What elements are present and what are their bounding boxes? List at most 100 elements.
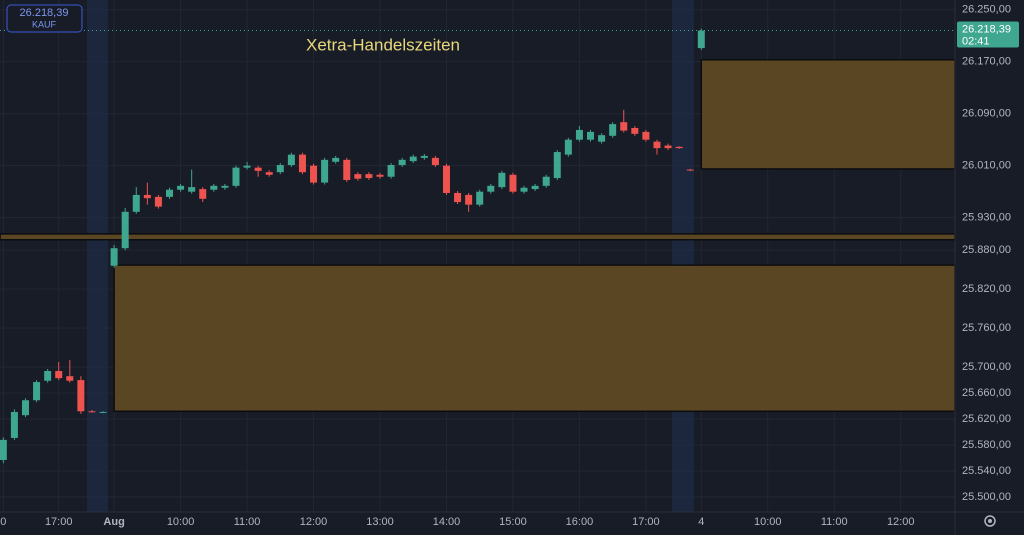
candle-body — [55, 371, 63, 379]
candle-body — [10, 411, 18, 438]
candle-body — [199, 189, 207, 199]
candle-body — [664, 145, 672, 149]
y-tick-label: 25.660,00 — [962, 387, 1011, 399]
candle-body — [143, 194, 151, 199]
x-tick-label: 10:00 — [754, 516, 782, 528]
candle-body — [653, 141, 661, 149]
annotation: Xetra-Handelszeiten — [306, 35, 460, 54]
candle-body — [332, 157, 340, 162]
zone — [113, 264, 956, 413]
x-tick-label: 12:00 — [300, 516, 328, 528]
candle-body — [409, 156, 417, 162]
x-tick-label: 12:00 — [887, 516, 915, 528]
candle-body — [177, 185, 185, 190]
x-tick-label: Aug — [103, 516, 124, 528]
x-tick-label: 15:00 — [499, 516, 527, 528]
candle-body — [21, 400, 29, 416]
x-tick-label: 17:00 — [632, 516, 660, 528]
badge[interactable] — [6, 4, 83, 33]
candle-body — [487, 185, 495, 192]
candle-body — [132, 194, 140, 212]
candle-body — [154, 196, 162, 207]
badge-side: KAUF — [32, 19, 57, 29]
candle-body — [675, 146, 683, 149]
badge-price: 26.218,39 — [20, 7, 69, 19]
candle-body — [564, 139, 572, 155]
candle-body — [697, 30, 705, 49]
session-band — [672, 0, 694, 512]
candle-body — [343, 159, 351, 180]
candles — [0, 28, 955, 464]
y-tick-label: 26.090,00 — [962, 108, 1011, 120]
candle-body — [542, 176, 550, 186]
candle-body — [354, 174, 362, 179]
candle-body — [476, 191, 484, 205]
y-tick-label: 25.620,00 — [962, 413, 1011, 425]
x-tick-label: 17:00 — [45, 516, 73, 528]
x-tick-label: 11:00 — [234, 516, 261, 528]
candle-body — [365, 174, 373, 179]
y-tick-label: 25.760,00 — [962, 322, 1011, 334]
candle-body — [575, 129, 583, 140]
x-tick-label: 10:00 — [167, 516, 195, 528]
candle-body — [33, 382, 41, 401]
countdown: 02:41 — [962, 35, 990, 47]
candle-body — [44, 371, 52, 381]
candle-body — [88, 411, 96, 413]
zone — [0, 233, 956, 241]
candle-body — [243, 165, 251, 168]
candle-body — [265, 172, 273, 175]
price-label-box — [957, 21, 1019, 48]
x-tick-label: 11:00 — [821, 516, 848, 528]
candle-body — [376, 174, 384, 177]
y-tick-label: 25.880,00 — [962, 244, 1011, 256]
candle-body — [276, 165, 284, 173]
candle-body — [609, 124, 617, 136]
candle-body — [166, 189, 174, 197]
candle-body — [587, 131, 595, 140]
candle-body — [110, 248, 118, 266]
candle-body — [553, 152, 561, 179]
candle-body — [66, 376, 74, 381]
zones — [0, 59, 956, 413]
candle-body — [0, 439, 7, 461]
settings-icon[interactable] — [984, 515, 996, 527]
candle-body — [321, 159, 329, 183]
candle-body — [631, 128, 639, 134]
candle-body — [642, 131, 650, 140]
candle-body — [221, 185, 229, 188]
candle-body — [509, 174, 517, 192]
x-tick-label: 14:00 — [433, 516, 461, 528]
candle-body — [387, 165, 395, 177]
y-tick-label: 26.170,00 — [962, 56, 1011, 68]
y-tick-label: 25.580,00 — [962, 439, 1011, 451]
candle-body — [310, 165, 318, 183]
candle-body — [431, 157, 439, 166]
session-band — [87, 0, 108, 512]
y-tick-label: 25.930,00 — [962, 212, 1011, 224]
y-tick-label: 25.500,00 — [962, 491, 1011, 503]
candle-body — [398, 159, 406, 166]
candle-body — [121, 211, 129, 249]
candle-body — [520, 187, 528, 192]
zone — [700, 59, 956, 170]
candle-body — [99, 411, 107, 413]
candle-body — [531, 185, 539, 190]
candle-body — [620, 122, 628, 131]
y-tick-label: 25.540,00 — [962, 465, 1011, 477]
x-tick-label: 13:00 — [366, 516, 394, 528]
candle-body — [442, 165, 450, 193]
candle-body — [254, 167, 262, 171]
y-tick-label: 26.010,00 — [962, 160, 1011, 172]
candle-body — [287, 154, 295, 166]
x-tick-label: 16:00 — [566, 516, 594, 528]
candle-body — [686, 169, 694, 171]
candle-body — [454, 192, 462, 203]
candle-body — [77, 380, 85, 412]
y-tick-label: 26.250,00 — [962, 4, 1011, 16]
y-tick-label: 25.700,00 — [962, 361, 1011, 373]
candle-body — [210, 185, 218, 190]
y-tick-label: 25.820,00 — [962, 283, 1011, 295]
candle-body — [232, 167, 240, 186]
candle-body — [298, 154, 306, 173]
